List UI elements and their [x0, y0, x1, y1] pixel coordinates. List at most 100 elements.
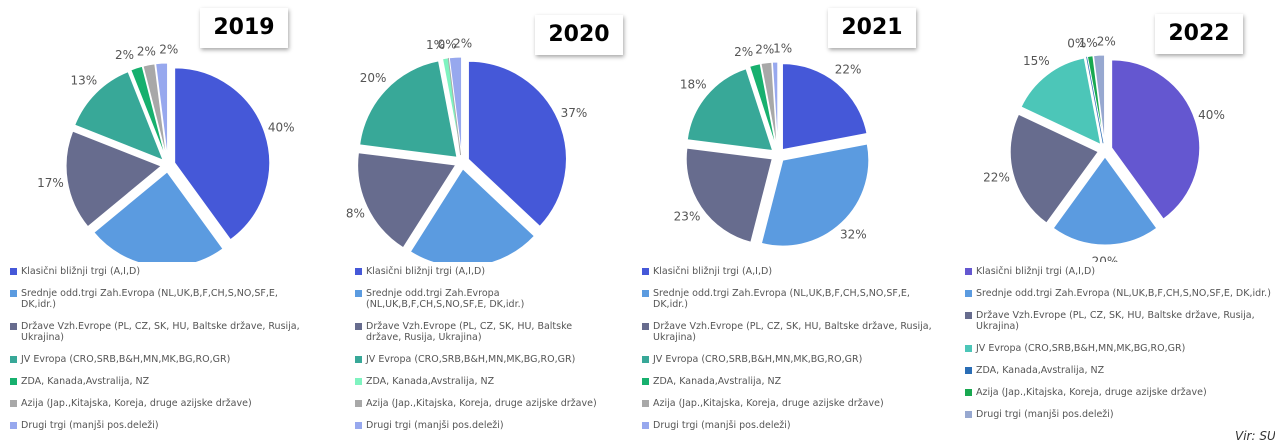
- legend-item: Drugi trgi (manjši pos.deleži): [355, 420, 610, 431]
- value-label: 22%: [835, 63, 862, 77]
- pie-slice: [685, 147, 773, 243]
- legend-item: Azija (Jap.,Kitajska, Koreja, druge azij…: [642, 398, 942, 409]
- pie-slice: [155, 62, 169, 159]
- legend-label: Azija (Jap.,Kitajska, Koreja, druge azij…: [653, 398, 884, 409]
- legend-label: ZDA, Kanada,Avstralija, NZ: [21, 376, 150, 387]
- value-label: 15%: [1023, 54, 1050, 68]
- legend-swatch: [355, 323, 362, 330]
- chart-title: 2019: [200, 8, 288, 48]
- chart: 22% 32% 23% 18% 2% 2% 1% 2021 Klasični bližnji t…: [632, 0, 952, 443]
- legend-swatch: [642, 422, 649, 429]
- legend-label: Klasični bližnji trgi (A,I,D): [653, 266, 773, 277]
- value-label: 2%: [755, 42, 774, 56]
- pie-chart: 40% 20% 22% 15% 0%1% 2%: [983, 35, 1225, 263]
- legend-label: Klasični bližnji trgi (A,I,D): [976, 266, 1096, 277]
- legend-swatch: [355, 378, 362, 385]
- value-label: 23%: [674, 209, 701, 223]
- value-label: 1%: [1079, 36, 1098, 50]
- value-label: 40%: [1198, 108, 1225, 122]
- pie-slice: [749, 63, 777, 149]
- legend-label: Države Vzh.Evrope (PL, CZ, SK, HU, Balts…: [976, 310, 1255, 332]
- legend-label: Srednje odd.trgi Zah.Evropa (NL,UK,B,F,C…: [976, 288, 1271, 299]
- value-label: 40%: [268, 121, 295, 135]
- legend-swatch: [355, 356, 362, 363]
- legend: Klasični bližnji trgi (A,I,D) Srednje odd…: [965, 266, 1275, 431]
- value-label: 17%: [37, 176, 64, 190]
- legend-swatch: [10, 268, 17, 275]
- legend-label: Države Vzh.Evrope (PL, CZ, SK, HU, Balts…: [653, 321, 932, 343]
- pie-chart: 37%22%18%20%1%0%2%: [345, 37, 588, 262]
- legend-swatch: [10, 290, 17, 297]
- pie-slice: [686, 68, 774, 152]
- legend-item: JV Evropa (CRO,SRB,B&H,MN,MK,BG,RO,GR): [10, 354, 310, 365]
- legend-swatch: [642, 290, 649, 297]
- chart: 40%24%17%13%2%2%2%2019 Klasični bližnji t…: [0, 0, 318, 443]
- legend-swatch: [10, 422, 17, 429]
- value-label: 20%: [1092, 255, 1119, 263]
- value-label: 2%: [115, 48, 134, 62]
- value-label: 2%: [137, 45, 156, 59]
- legend-swatch: [10, 400, 17, 407]
- legend-label: Drugi trgi (manjši pos.deleži): [366, 420, 504, 431]
- legend-item: Klasični bližnji trgi (A,I,D): [642, 266, 942, 277]
- legend-swatch: [965, 312, 972, 319]
- legend-item: Države Vzh.Evrope (PL, CZ, SK, HU, Balts…: [642, 321, 942, 343]
- legend-label: Drugi trgi (manjši pos.deleži): [976, 409, 1114, 420]
- legend-item: Drugi trgi (manjši pos.deleži): [642, 420, 942, 431]
- legend-label: Države Vzh.Evrope (PL, CZ, SK, HU, Balts…: [21, 321, 300, 343]
- pie-slice: [760, 61, 778, 149]
- value-label: 1%: [426, 38, 445, 52]
- pie-slice: [1092, 54, 1106, 144]
- legend-swatch: [965, 367, 972, 374]
- value-label: 37%: [561, 106, 588, 120]
- legend-item: Srednje odd.trgi Zah.Evropa (NL,UK,B,F,C…: [355, 288, 610, 310]
- legend-swatch: [965, 411, 972, 418]
- legend-item: ZDA, Kanada,Avstralija, NZ: [10, 376, 310, 387]
- pie-slice: [448, 56, 463, 156]
- pie-slice: [760, 143, 870, 247]
- value-label: 18%: [345, 206, 365, 220]
- pie-chart: 22%32%23%18%2% 2%1%: [674, 42, 870, 247]
- value-label: 2%: [453, 37, 472, 51]
- legend-item: Klasični bližnji trgi (A,I,D): [10, 266, 310, 277]
- legend-item: Klasični bližnji trgi (A,I,D): [355, 266, 610, 277]
- value-label: 1%: [773, 42, 792, 56]
- legend-swatch: [965, 268, 972, 275]
- legend-swatch: [642, 356, 649, 363]
- legend-item: Azija (Jap.,Kitajska, Koreja, druge azij…: [10, 398, 310, 409]
- legend-label: ZDA, Kanada,Avstralija, NZ: [366, 376, 495, 387]
- legend-swatch: [10, 356, 17, 363]
- legend-label: Države Vzh.Evrope (PL, CZ, SK, HU, Balts…: [366, 321, 573, 343]
- value-label: 20%: [360, 71, 387, 85]
- pie-slice: [1020, 57, 1102, 146]
- legend-item: Azija (Jap.,Kitajska, Koreja, druge azij…: [965, 387, 1275, 398]
- pie-slice: [130, 65, 167, 159]
- legend-label: Azija (Jap.,Kitajska, Koreja, druge azij…: [976, 387, 1207, 398]
- legend: Klasični bližnji trgi (A,I,D) Srednje odd…: [355, 266, 610, 442]
- pie-slice: [467, 60, 567, 228]
- legend-swatch: [10, 323, 17, 330]
- pie-slice: [1111, 59, 1201, 220]
- legend-swatch: [642, 323, 649, 330]
- pie-chart: 40%24%17%13%2%2%2%: [37, 43, 295, 262]
- legend-label: Srednje odd.trgi Zah.Evropa (NL,UK,B,F,C…: [366, 288, 525, 310]
- legend-label: JV Evropa (CRO,SRB,B&H,MN,MK,BG,RO,GR): [653, 354, 863, 365]
- legend-label: Drugi trgi (manjši pos.deleži): [21, 420, 159, 431]
- value-label: 2%: [1097, 35, 1116, 49]
- pie-slice: [142, 63, 168, 159]
- legend-swatch: [355, 422, 362, 429]
- legend-item: ZDA, Kanada,Avstralija, NZ: [965, 365, 1275, 376]
- legend-item: JV Evropa (CRO,SRB,B&H,MN,MK,BG,RO,GR): [965, 343, 1275, 354]
- legend-swatch: [10, 378, 17, 385]
- legend-label: ZDA, Kanada,Avstralija, NZ: [976, 365, 1105, 376]
- legend-item: ZDA, Kanada,Avstralija, NZ: [355, 376, 610, 387]
- legend: Klasični bližnji trgi (A,I,D) Srednje odd…: [10, 266, 310, 442]
- legend-swatch: [642, 378, 649, 385]
- pie-slice: [93, 171, 224, 262]
- legend-item: JV Evropa (CRO,SRB,B&H,MN,MK,BG,RO,GR): [355, 354, 610, 365]
- legend-item: Drugi trgi (manjši pos.deleži): [965, 409, 1275, 420]
- legend-label: JV Evropa (CRO,SRB,B&H,MN,MK,BG,RO,GR): [976, 343, 1186, 354]
- value-label: 32%: [840, 228, 867, 242]
